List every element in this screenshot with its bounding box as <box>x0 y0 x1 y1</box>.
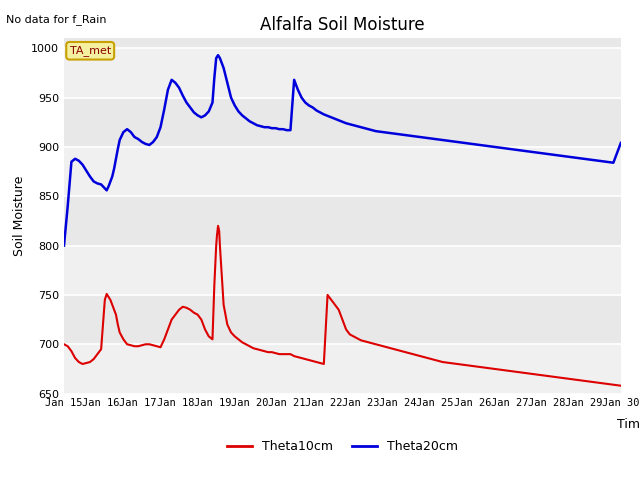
Bar <box>64 48 621 97</box>
Bar <box>64 344 621 394</box>
Text: TA_met: TA_met <box>70 45 111 56</box>
Bar <box>64 246 621 295</box>
Text: No data for f_Rain: No data for f_Rain <box>6 14 107 25</box>
Legend: Theta10cm, Theta20cm: Theta10cm, Theta20cm <box>222 435 463 458</box>
X-axis label: Time: Time <box>616 419 640 432</box>
Y-axis label: Soil Moisture: Soil Moisture <box>13 176 26 256</box>
Bar <box>64 147 621 196</box>
Title: Alfalfa Soil Moisture: Alfalfa Soil Moisture <box>260 16 425 34</box>
